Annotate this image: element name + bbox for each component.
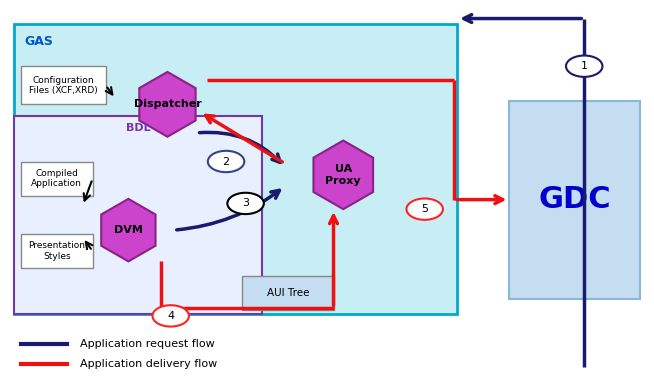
Text: AUI Tree: AUI Tree <box>267 288 309 298</box>
FancyBboxPatch shape <box>243 276 334 310</box>
Text: Application request flow: Application request flow <box>80 339 215 349</box>
FancyBboxPatch shape <box>14 24 457 314</box>
Circle shape <box>406 199 443 220</box>
FancyBboxPatch shape <box>21 162 93 196</box>
Text: Presentation
Styles: Presentation Styles <box>28 242 85 261</box>
Circle shape <box>208 151 245 172</box>
Text: 2: 2 <box>222 157 230 167</box>
Text: DVM: DVM <box>114 225 143 235</box>
Polygon shape <box>313 141 373 209</box>
Text: Configuration
Files (XCF,XRD): Configuration Files (XCF,XRD) <box>29 76 97 95</box>
Text: 4: 4 <box>167 311 174 321</box>
Circle shape <box>152 305 189 326</box>
Circle shape <box>566 56 602 77</box>
Circle shape <box>228 193 264 214</box>
Text: GDC: GDC <box>538 185 611 214</box>
Text: Dispatcher: Dispatcher <box>133 99 201 109</box>
FancyBboxPatch shape <box>21 234 93 268</box>
Text: Application delivery flow: Application delivery flow <box>80 359 216 369</box>
Polygon shape <box>101 199 156 262</box>
FancyBboxPatch shape <box>14 116 262 314</box>
Text: Compiled
Application: Compiled Application <box>31 169 82 189</box>
Text: 1: 1 <box>581 61 588 71</box>
Text: UA
Proxy: UA Proxy <box>326 164 361 185</box>
FancyBboxPatch shape <box>509 101 640 299</box>
Text: 3: 3 <box>242 199 249 209</box>
Text: GAS: GAS <box>24 35 53 48</box>
Text: 5: 5 <box>421 204 428 214</box>
Text: BDL: BDL <box>126 123 150 133</box>
Polygon shape <box>139 72 196 137</box>
FancyBboxPatch shape <box>21 66 105 104</box>
